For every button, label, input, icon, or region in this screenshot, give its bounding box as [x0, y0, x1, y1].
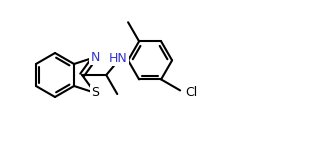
Text: S: S [91, 89, 99, 102]
Text: HN: HN [109, 52, 128, 65]
Text: S: S [91, 86, 99, 99]
Text: N: N [91, 49, 101, 62]
Text: Cl: Cl [185, 86, 197, 99]
Text: N: N [90, 51, 100, 64]
